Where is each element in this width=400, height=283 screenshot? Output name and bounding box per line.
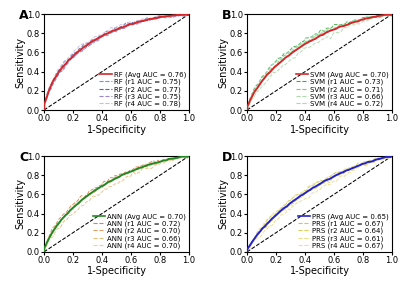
Y-axis label: Sensitivity: Sensitivity xyxy=(15,37,25,87)
Legend: PRS (Avg AUC = 0.65), PRS (r1 AUC = 0.67), PRS (r2 AUC = 0.64), PRS (r3 AUC = 0.: PRS (Avg AUC = 0.65), PRS (r1 AUC = 0.67… xyxy=(297,213,390,250)
Y-axis label: Sensitivity: Sensitivity xyxy=(218,179,228,230)
X-axis label: 1-Specificity: 1-Specificity xyxy=(86,125,146,134)
Legend: ANN (Avg AUC = 0.70), ANN (r1 AUC = 0.72), ANN (r2 AUC = 0.70), ANN (r3 AUC = 0.: ANN (Avg AUC = 0.70), ANN (r1 AUC = 0.72… xyxy=(92,213,187,250)
Legend: RF (Avg AUC = 0.76), RF (r1 AUC = 0.75), RF (r2 AUC = 0.77), RF (r3 AUC = 0.75),: RF (Avg AUC = 0.76), RF (r1 AUC = 0.75),… xyxy=(98,71,187,108)
Y-axis label: Sensitivity: Sensitivity xyxy=(218,37,228,87)
Legend: SVM (Avg AUC = 0.70), SVM (r1 AUC = 0.73), SVM (r2 AUC = 0.71), SVM (r3 AUC = 0.: SVM (Avg AUC = 0.70), SVM (r1 AUC = 0.73… xyxy=(295,71,390,108)
X-axis label: 1-Specificity: 1-Specificity xyxy=(290,125,350,134)
Text: C: C xyxy=(19,151,28,164)
Text: B: B xyxy=(222,9,232,22)
X-axis label: 1-Specificity: 1-Specificity xyxy=(86,266,146,276)
Y-axis label: Sensitivity: Sensitivity xyxy=(15,179,25,230)
Text: A: A xyxy=(19,9,29,22)
X-axis label: 1-Specificity: 1-Specificity xyxy=(290,266,350,276)
Text: D: D xyxy=(222,151,232,164)
